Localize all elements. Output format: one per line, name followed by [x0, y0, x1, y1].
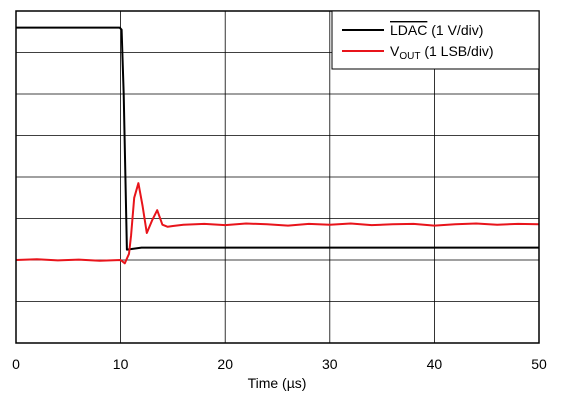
legend-vout-unit: (1 LSB/div) [420, 43, 493, 59]
x-tick-label: 50 [531, 356, 547, 372]
x-tick-label: 10 [113, 356, 129, 372]
x-tick-label: 30 [322, 356, 338, 372]
x-tick-label: 40 [427, 356, 443, 372]
legend-ldac-name: LDAC [390, 22, 427, 38]
plot-frame [15, 10, 540, 344]
x-tick-labels: 0 10 20 30 40 50 [12, 356, 547, 372]
series-layer [15, 26, 540, 265]
x-tick-label: 20 [217, 356, 233, 372]
legend-vout-name: V [390, 43, 400, 59]
legend-box [331, 10, 540, 70]
x-tick-label: 0 [12, 356, 20, 372]
legend-entry-vout: VOUT (1 LSB/div) [390, 43, 494, 62]
x-axis-label: Time (µs) [248, 375, 307, 391]
grid [16, 11, 539, 343]
legend-vout-subscript: OUT [399, 51, 420, 62]
series-line-ldac [16, 26, 539, 251]
legend: LDAC (1 V/div) VOUT (1 LSB/div) [331, 10, 540, 70]
legend-entry-ldac: LDAC (1 V/div) [390, 22, 483, 38]
series-line-vout [15, 182, 540, 265]
legend-ldac-unit: (1 V/div) [427, 22, 483, 38]
